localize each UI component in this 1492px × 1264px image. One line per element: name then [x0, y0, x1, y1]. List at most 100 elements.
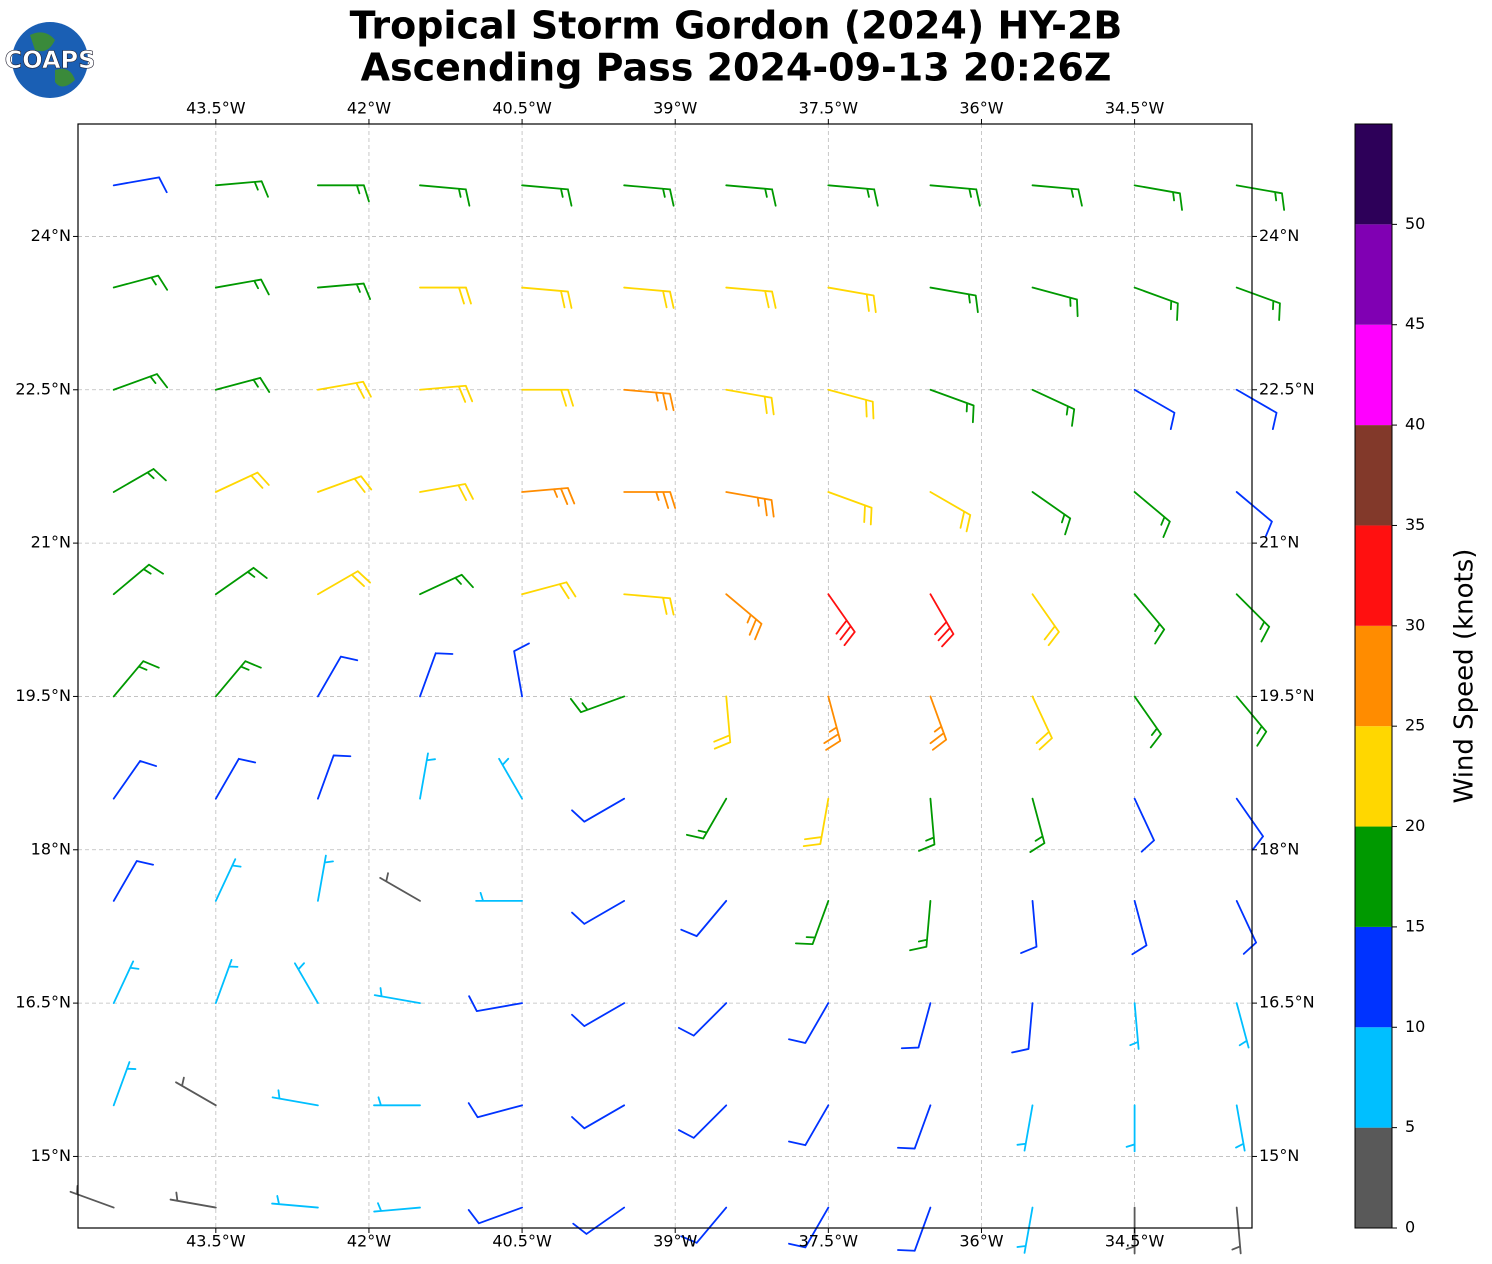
- x-tick-label: 34.5°W: [1105, 99, 1165, 118]
- wind-barb: [680, 899, 728, 938]
- colorbar: 0 5 10 15 20 25 30 35 40 45 50 Wind Speed (knots): [1354, 123, 1480, 1237]
- wind-barb: [317, 854, 334, 902]
- wind-barb: [827, 184, 879, 207]
- wind-barb: [725, 388, 775, 416]
- wind-barb: [1235, 797, 1264, 851]
- wind-barb: [572, 1206, 626, 1235]
- colorbar-tick-label: 35: [1405, 515, 1425, 534]
- x-tick-label: 37.5°W: [799, 99, 859, 118]
- x-tick-label: 43.5°W: [186, 1232, 246, 1251]
- wind-barb: [521, 487, 576, 506]
- y-tick-label: 16.5°N: [15, 993, 71, 1012]
- plot-frame: [77, 123, 1253, 1229]
- wind-barb: [1235, 388, 1278, 431]
- wind-barb: [794, 899, 830, 946]
- wind-barb: [929, 184, 981, 207]
- colorbar-label: Wind Speed (knots): [1450, 549, 1480, 804]
- y-tick-label: 15°N: [31, 1146, 71, 1165]
- wind-barb: [112, 660, 160, 698]
- y-tick-label: 22.5°N: [15, 379, 71, 398]
- wind-barb: [929, 286, 979, 314]
- wind-barb: [1129, 1002, 1140, 1050]
- wind-barb: [317, 184, 370, 203]
- wind-barb: [271, 1195, 319, 1209]
- wind-barb: [1020, 899, 1038, 954]
- wind-barb: [317, 475, 373, 493]
- wind-barb: [713, 695, 732, 750]
- wind-barb: [897, 1206, 932, 1252]
- colorbar-tick-label: 45: [1405, 314, 1425, 333]
- colorbar-bin: [1355, 1127, 1392, 1228]
- wind-barb: [112, 860, 154, 902]
- wind-barb: [725, 491, 775, 518]
- colorbar-tick-label: 30: [1405, 615, 1425, 634]
- colorbar-bin: [1355, 625, 1392, 727]
- y-tick-label: 24°N: [1259, 226, 1299, 245]
- colorbar-tick-label: 40: [1405, 415, 1425, 434]
- wind-barb: [1133, 797, 1155, 853]
- wind-barb: [1125, 1104, 1136, 1153]
- colorbar-bin: [1355, 1027, 1392, 1128]
- wind-barb: [1031, 388, 1076, 427]
- wind-barb: [112, 373, 169, 391]
- x-tick-label: 40.5°W: [492, 99, 552, 118]
- wind-barb: [929, 695, 948, 751]
- wind-barb: [1133, 388, 1176, 431]
- wind-barb: [1235, 491, 1273, 538]
- wind-barb: [1029, 797, 1046, 853]
- wind-barb: [419, 286, 472, 305]
- wind-barb: [788, 1002, 830, 1044]
- wind-barb: [317, 655, 359, 698]
- y-tick-label: 16.5°N: [1259, 993, 1315, 1012]
- wind-barb: [175, 1076, 217, 1107]
- wind-barb: [1031, 286, 1079, 318]
- chart-subtitle: Ascending Pass 2024-09-13 20:26Z: [361, 46, 1112, 90]
- wind-barb: [623, 593, 675, 616]
- wind-barb: [1031, 184, 1083, 207]
- wind-barb: [823, 695, 842, 751]
- wind-barb: [419, 184, 471, 207]
- wind-barb: [677, 1002, 728, 1037]
- wind-barb: [379, 872, 421, 902]
- wind-barb: [1031, 593, 1060, 647]
- wind-barb: [112, 760, 157, 800]
- colorbar-tick-label: 25: [1405, 716, 1425, 735]
- wind-barb: [112, 274, 169, 291]
- x-tick-label: 39°W: [653, 1232, 697, 1251]
- wind-barb: [623, 184, 675, 207]
- x-tick-label: 39°W: [653, 99, 697, 118]
- colorbar-bin: [1355, 425, 1392, 526]
- wind-barb: [900, 1002, 932, 1050]
- wind-barb: [827, 593, 856, 647]
- wind-barb: [294, 962, 319, 1005]
- wind-barb: [214, 660, 262, 698]
- wind-barb: [521, 286, 573, 309]
- y-tick-label: 19.5°N: [1259, 686, 1315, 705]
- wind-barb: [827, 286, 877, 314]
- wind-barb: [1133, 695, 1162, 749]
- y-tick-label: 21°N: [1259, 533, 1299, 552]
- wind-barb: [1016, 1206, 1034, 1254]
- wind-barb: [468, 995, 523, 1012]
- wind-barb: [373, 1096, 421, 1107]
- wind-barb: [827, 388, 875, 420]
- colorbar-bin: [1355, 324, 1392, 426]
- wind-barb: [623, 286, 675, 309]
- logo-text: COAPS: [5, 46, 96, 74]
- wind-barb: [419, 384, 474, 403]
- y-tick-label: 18°N: [31, 839, 71, 858]
- wind-barb: [373, 987, 421, 1005]
- colorbar-bin: [1355, 826, 1392, 927]
- wind-barb: [271, 1089, 319, 1107]
- wind-barb: [467, 1102, 523, 1119]
- wind-barb: [214, 757, 257, 800]
- wind-barb: [1016, 1104, 1034, 1152]
- wind-barb: [725, 184, 777, 207]
- wind-barb: [1235, 1104, 1246, 1152]
- wind-barb: [214, 566, 268, 596]
- colorbar-tick-label: 10: [1405, 1017, 1425, 1036]
- x-tick-label: 34.5°W: [1105, 1232, 1165, 1251]
- wind-barb: [1131, 899, 1148, 956]
- wind-barb: [214, 858, 242, 902]
